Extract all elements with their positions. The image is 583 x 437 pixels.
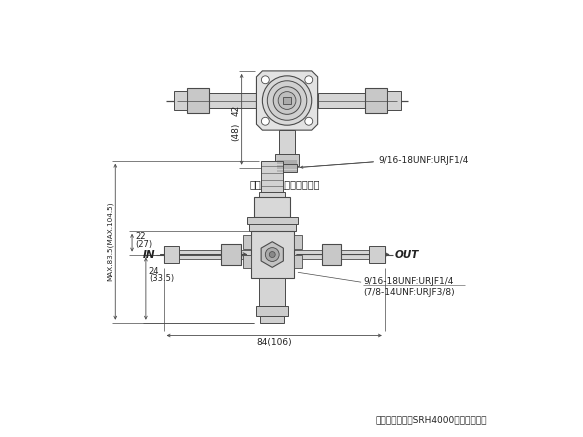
Text: MAX.83.5(MAX.104.5): MAX.83.5(MAX.104.5) — [107, 202, 114, 281]
Text: 22: 22 — [135, 232, 146, 241]
Text: IN: IN — [143, 250, 156, 260]
Circle shape — [261, 117, 269, 125]
Bar — [369, 246, 385, 264]
Bar — [294, 235, 302, 249]
Bar — [259, 278, 285, 306]
Text: (33.5): (33.5) — [149, 274, 174, 283]
Bar — [294, 250, 379, 260]
Bar — [187, 88, 209, 113]
Text: 84(106): 84(106) — [257, 338, 292, 347]
Ellipse shape — [273, 87, 301, 114]
Text: (48): (48) — [231, 122, 240, 141]
Circle shape — [305, 76, 312, 84]
Text: 9/16-18UNF:URJF1/4: 9/16-18UNF:URJF1/4 — [378, 156, 468, 165]
Bar — [221, 244, 241, 265]
Bar — [247, 217, 298, 224]
Bar — [322, 244, 342, 265]
Text: OUT: OUT — [395, 250, 419, 260]
Ellipse shape — [278, 92, 296, 109]
Bar — [365, 88, 387, 113]
Bar — [259, 192, 285, 197]
Bar — [261, 161, 283, 192]
Text: 9/16-18UNF:URJF1/4: 9/16-18UNF:URJF1/4 — [363, 277, 454, 286]
Bar — [283, 97, 291, 104]
Circle shape — [269, 252, 275, 257]
Text: （　）内寸法はSRH4000を示します。: （ ）内寸法はSRH4000を示します。 — [376, 415, 487, 424]
Bar — [261, 316, 284, 323]
Bar — [243, 235, 251, 249]
Bar — [164, 246, 180, 264]
Bar — [248, 224, 296, 231]
Ellipse shape — [268, 81, 307, 120]
Bar — [294, 254, 302, 268]
Ellipse shape — [262, 76, 312, 125]
Bar — [251, 231, 294, 278]
Bar — [243, 254, 251, 268]
Polygon shape — [257, 71, 318, 130]
Circle shape — [261, 76, 269, 84]
Polygon shape — [261, 242, 283, 267]
Bar — [279, 130, 295, 158]
Text: (7/8-14UNF:URJF3/8): (7/8-14UNF:URJF3/8) — [363, 288, 455, 297]
Circle shape — [305, 117, 312, 125]
Circle shape — [265, 248, 279, 261]
Bar — [387, 90, 401, 111]
Bar — [174, 90, 187, 111]
Bar — [254, 197, 290, 217]
Bar — [166, 250, 251, 260]
Bar — [318, 93, 365, 108]
Text: ゲージポート（標準仕様）: ゲージポート（標準仕様） — [250, 180, 320, 190]
Text: (27): (27) — [135, 240, 152, 249]
Bar — [275, 154, 299, 166]
Bar — [209, 93, 257, 108]
Text: 24: 24 — [149, 267, 159, 276]
Bar — [257, 306, 288, 316]
Text: 42: 42 — [231, 105, 240, 116]
Bar — [277, 164, 297, 172]
